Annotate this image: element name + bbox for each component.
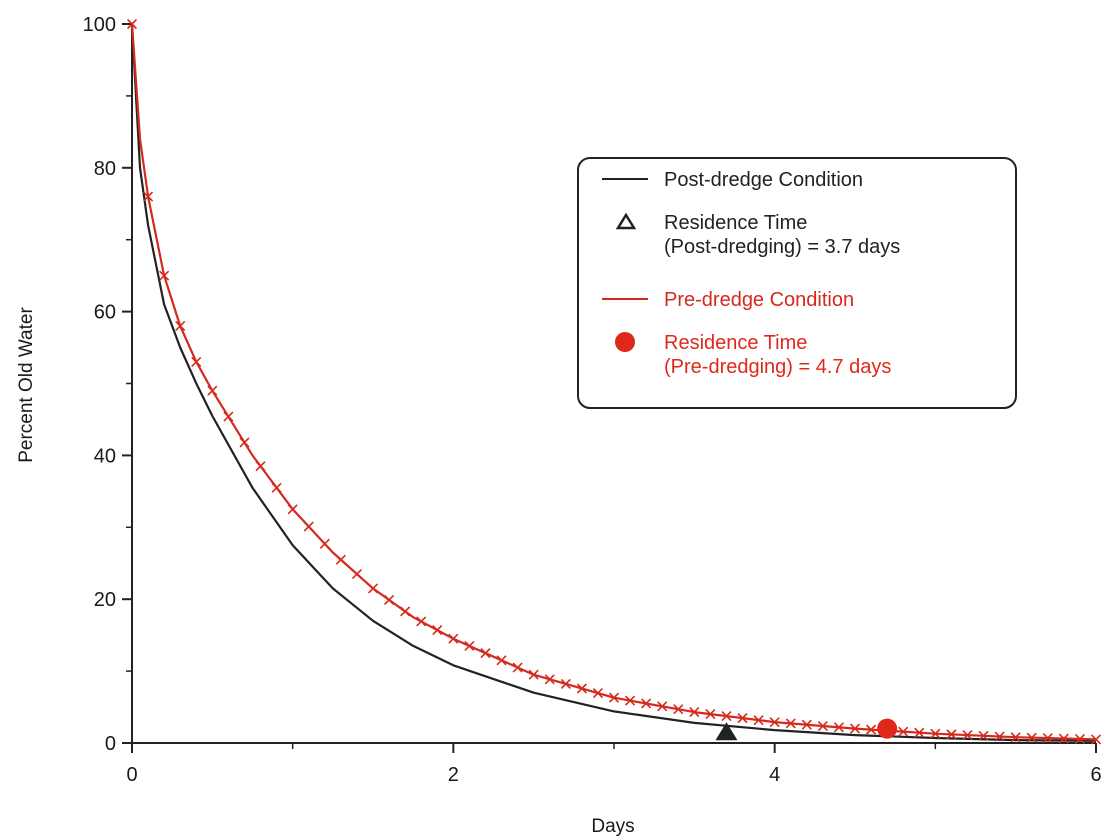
x-marker — [914, 727, 925, 738]
x-marker — [303, 521, 314, 532]
x-marker — [849, 723, 861, 734]
x-marker — [962, 730, 973, 741]
y-tick-label: 40 — [94, 445, 116, 467]
axes: 0 20 40 60 80 100 0 2 4 6 — [83, 14, 1102, 786]
residence-time-markers — [715, 718, 898, 741]
x-marker — [1042, 733, 1053, 744]
x-marker — [673, 704, 684, 715]
legend-triangle-swatch — [615, 212, 637, 230]
post-dredging-residence-marker — [715, 722, 738, 741]
x-marker — [367, 583, 379, 594]
x-marker — [753, 715, 764, 726]
legend-label: (Pre-dredging) = 4.7 days — [664, 356, 891, 378]
x-marker — [866, 724, 877, 735]
y-tick-label: 100 — [83, 14, 116, 36]
x-marker — [255, 461, 266, 472]
legend-entry: Pre-dredge Condition — [602, 289, 854, 311]
x-marker — [817, 720, 828, 732]
x-marker — [785, 718, 796, 729]
x-marker — [994, 731, 1005, 742]
y-axis-title: Percent Old Water — [16, 307, 37, 463]
x-marker — [351, 568, 362, 580]
x-marker — [287, 504, 298, 515]
legend-label: Pre-dredge Condition — [664, 289, 854, 311]
x-marker — [592, 688, 603, 699]
x-marker — [946, 729, 957, 740]
x-marker — [464, 640, 475, 652]
x-marker — [1090, 734, 1102, 745]
x-marker — [159, 270, 170, 281]
x-tick-label: 0 — [126, 764, 137, 786]
x-marker — [175, 320, 186, 332]
series-1 — [130, 23, 1097, 742]
y-tick-label: 0 — [105, 733, 116, 755]
y-tick-label: 80 — [94, 158, 116, 180]
x-marker — [1026, 732, 1037, 743]
y-tick-label: 60 — [94, 302, 116, 324]
x-marker — [769, 717, 780, 728]
x-marker — [416, 616, 427, 627]
x-marker — [207, 385, 218, 396]
x-marker — [1058, 733, 1069, 744]
x-marker — [833, 722, 844, 733]
x-tick-label: 4 — [769, 764, 780, 786]
x-marker — [689, 707, 700, 718]
x-marker — [271, 482, 282, 493]
x-marker — [384, 594, 395, 605]
y-tick-label: 20 — [94, 589, 116, 611]
x-marker — [319, 538, 330, 549]
x-marker — [801, 719, 812, 730]
x-tick-label: 2 — [448, 764, 459, 786]
legend-box — [577, 157, 1017, 409]
x-marker — [657, 701, 668, 712]
legend-circle-swatch — [615, 332, 635, 352]
x-marker — [930, 728, 941, 739]
x-marker — [705, 709, 716, 720]
x-marker — [335, 554, 346, 565]
x-marker — [576, 683, 587, 694]
x-marker — [528, 669, 539, 680]
x-marker — [239, 437, 250, 448]
x-marker — [143, 191, 154, 202]
legend-label: Residence Time — [664, 212, 807, 234]
x-marker — [432, 625, 443, 636]
x-marker — [641, 698, 652, 709]
x-marker — [191, 356, 202, 367]
x-marker — [1010, 732, 1021, 743]
x-marker — [737, 713, 748, 724]
pre-dredging-residence-marker — [877, 718, 898, 739]
x-marker — [978, 730, 989, 741]
x-marker — [721, 711, 732, 722]
series-2 — [126, 18, 1102, 745]
x-marker — [544, 674, 555, 685]
x-marker — [625, 695, 636, 706]
x-marker — [223, 411, 234, 422]
x-marker — [448, 633, 459, 644]
series-layer — [126, 18, 1102, 745]
x-marker — [512, 662, 523, 673]
x-marker — [608, 692, 620, 703]
x-marker — [496, 655, 507, 666]
legend-entry: Post-dredge Condition — [602, 169, 863, 191]
legend-label: Post-dredge Condition — [664, 169, 863, 191]
x-axis-title: Days — [591, 816, 634, 837]
legend-label: (Post-dredging) = 3.7 days — [664, 236, 900, 258]
x-marker — [400, 606, 411, 617]
x-marker — [480, 648, 491, 659]
x-tick-label: 6 — [1090, 764, 1101, 786]
x-marker — [898, 726, 909, 737]
legend-entry: Residence Time(Pre-dredging) = 4.7 days — [615, 332, 891, 378]
series-line — [130, 23, 1097, 742]
x-marker — [126, 18, 138, 30]
legend-entry: Residence Time(Post-dredging) = 3.7 days — [615, 212, 900, 258]
x-marker — [1074, 733, 1085, 745]
legend-label: Residence Time — [664, 332, 807, 354]
x-marker — [560, 678, 571, 689]
